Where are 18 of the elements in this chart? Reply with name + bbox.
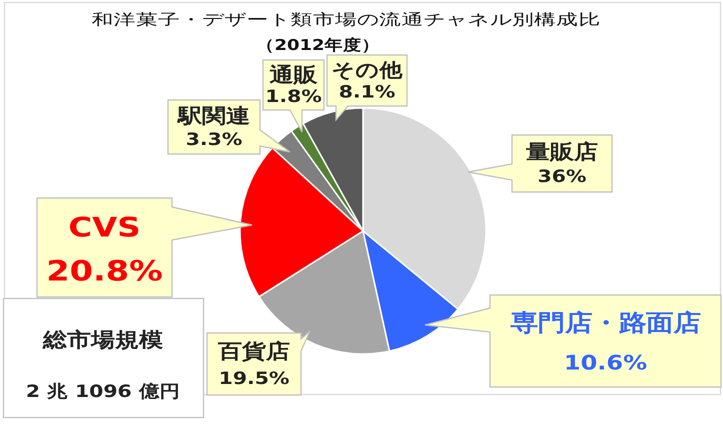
text: 2 兆 1096 億円	[26, 382, 180, 402]
slice-label: 百貨店	[217, 340, 290, 364]
slice-label: 量販店	[525, 140, 598, 164]
data-label: 36%	[538, 168, 587, 187]
slice-label: 通販	[268, 63, 318, 87]
data-label: 20.8%	[46, 254, 163, 288]
slice-label: 駅関連	[177, 104, 250, 128]
data-label: 19.5%	[218, 369, 290, 388]
data-label: 8.1%	[338, 83, 396, 102]
text: 総市場規模	[42, 328, 163, 352]
chart-subtitle: （2012年度）	[256, 36, 380, 54]
data-label: 3.3%	[186, 130, 242, 150]
data-label: 10.6%	[564, 351, 648, 375]
slice-label: CVS	[68, 212, 141, 244]
chart-title: 和洋菓子・デザート類市場の流通チャネル別構成比	[92, 10, 600, 28]
data-label: 1.8%	[265, 87, 322, 107]
slice-label: その他	[332, 59, 404, 82]
slice-label: 専門店・路面店	[509, 309, 701, 336]
